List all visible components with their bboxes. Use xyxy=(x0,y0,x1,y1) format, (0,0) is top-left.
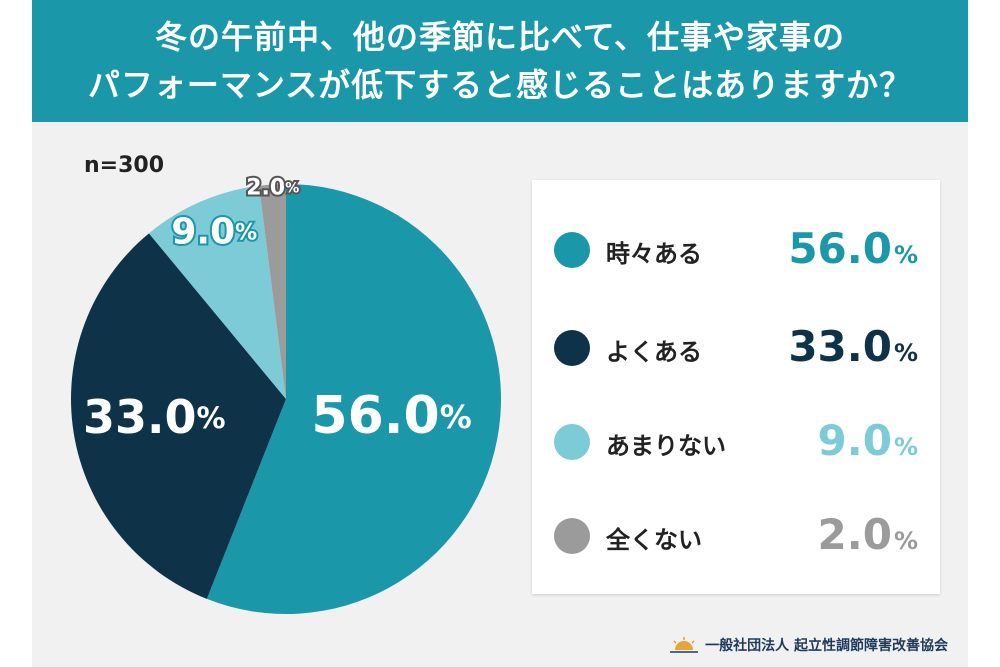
pie-slice-rarely xyxy=(148,185,286,399)
legend-item-sometimes: 時々ある 56.0% xyxy=(532,220,940,280)
legend-item-never: 全くない 2.0% xyxy=(532,506,940,566)
legend-label-sometimes: 時々ある xyxy=(606,240,702,268)
legend-swatch-often xyxy=(554,330,590,366)
legend-panel: 時々ある 56.0% よくある 33.0% あまりない 9.0% 全くない 2.… xyxy=(532,180,940,594)
pie-label-never: 2.0% xyxy=(246,176,299,201)
legend-label-never: 全くない xyxy=(606,526,702,554)
legend-value-number: 33.0 xyxy=(788,322,892,371)
sunrise-icon xyxy=(670,637,699,653)
legend-swatch-rarely xyxy=(554,424,590,460)
title-banner: 冬の午前中、他の季節に比べて、仕事や家事の パフォーマンスが低下すると感じること… xyxy=(32,0,968,122)
legend-value-unit: % xyxy=(893,241,918,269)
legend-item-often: よくある 33.0% xyxy=(532,318,940,378)
pie-slice-often xyxy=(71,233,286,599)
footer-credit: 一般社団法人 起立性調節障害改善協会 xyxy=(669,635,948,655)
legend-value-never: 2.0% xyxy=(818,510,918,559)
legend-item-rarely: あまりない 9.0% xyxy=(532,412,940,472)
title-line-1: 冬の午前中、他の季節に比べて、仕事や家事の xyxy=(154,18,846,56)
legend-value-sometimes: 56.0% xyxy=(788,224,918,273)
legend-value-unit: % xyxy=(893,339,918,367)
legend-value-unit: % xyxy=(893,527,918,555)
legend-value-rarely: 9.0% xyxy=(818,416,918,465)
legend-swatch-sometimes xyxy=(554,232,590,268)
pie-label-rarely: 9.0% xyxy=(171,211,257,252)
pie-slice-sometimes xyxy=(206,184,502,614)
pie-label-sometimes: 56.0% xyxy=(311,386,471,446)
legend-value-often: 33.0% xyxy=(788,322,918,371)
legend-swatch-never xyxy=(554,518,590,554)
infographic-frame: 冬の午前中、他の季節に比べて、仕事や家事の パフォーマンスが低下すると感じること… xyxy=(32,0,968,667)
legend-label-rarely: あまりない xyxy=(606,432,726,460)
legend-value-unit: % xyxy=(893,433,918,461)
legend-value-number: 2.0 xyxy=(817,510,892,559)
legend-value-number: 9.0 xyxy=(817,416,892,465)
legend-value-number: 56.0 xyxy=(788,224,892,273)
legend-label-often: よくある xyxy=(606,338,702,366)
pie-slice-never xyxy=(259,184,286,399)
title-line-2: パフォーマンスが低下すると感じることはありますか？ xyxy=(87,66,913,104)
pie-label-often: 33.0% xyxy=(83,389,226,443)
sample-size: n=300 xyxy=(84,153,165,178)
footer-org-name: 一般社団法人 起立性調節障害改善協会 xyxy=(705,638,948,654)
pie-chart: 56.0% 33.0% 9.0% 2.0% xyxy=(71,174,502,614)
